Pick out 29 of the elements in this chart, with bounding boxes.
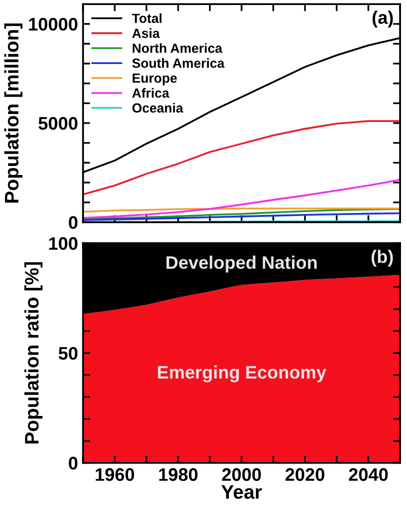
legend-label: South America (132, 58, 225, 68)
line-series (83, 178, 400, 219)
y-tick-label: 50 (58, 346, 78, 360)
legend-label: Asia (132, 28, 160, 38)
y-tick-label: 100 (49, 237, 78, 250)
line-series (83, 208, 400, 220)
y-tick-label: 5000 (38, 117, 78, 130)
legend-label: North America (132, 43, 222, 53)
series-label: Developed Nation (166, 256, 317, 272)
y-tick-label: 10000 (29, 18, 78, 31)
x-tick-label: 2020 (286, 468, 324, 481)
line-series (83, 212, 400, 221)
x-tick-label: 2040 (348, 468, 388, 481)
x-tick-label: 2000 (222, 468, 261, 481)
y-axis-title: Population ratio [%] (24, 262, 42, 444)
legend-label: Europe (132, 74, 177, 86)
y-axis-title: Population [million] (4, 24, 22, 203)
y-tick-label: 0 (68, 456, 78, 470)
legend-label: Africa (132, 88, 170, 98)
x-axis-title: Year (221, 485, 262, 499)
x-tick-label: 1980 (159, 468, 198, 481)
y-tick-label: 0 (68, 216, 78, 229)
x-tick-label: 1960 (96, 468, 134, 481)
annotation: (a) (372, 10, 393, 28)
legend-label: Oceania (132, 102, 184, 113)
series-label: Emerging Economy (158, 365, 326, 382)
annotation: (b) (372, 250, 393, 267)
line-series (83, 120, 400, 196)
legend-label: Total (132, 13, 162, 24)
